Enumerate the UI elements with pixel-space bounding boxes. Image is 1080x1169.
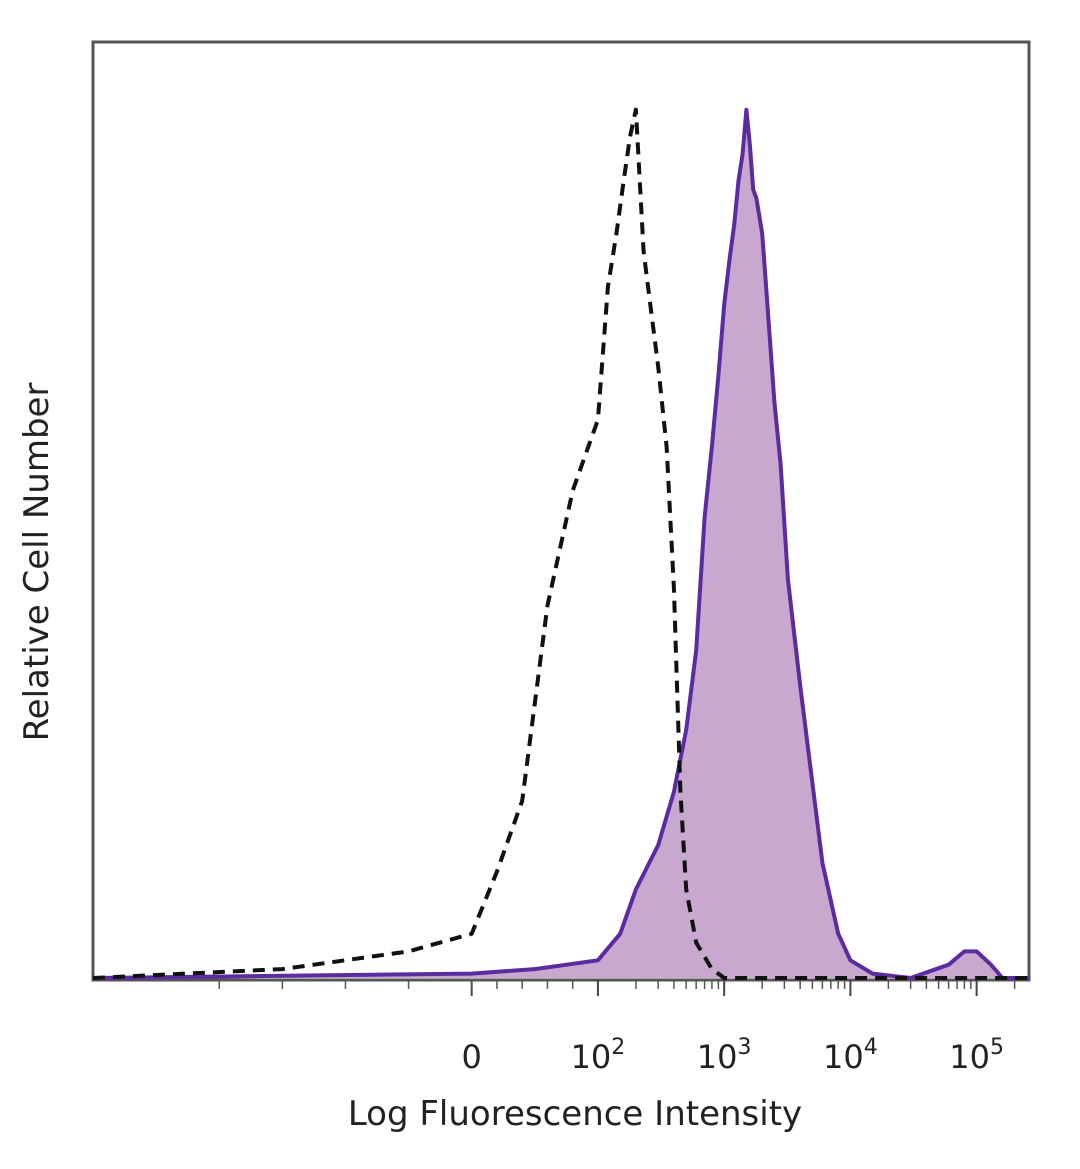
- stained-histogram-outline: [92, 107, 1029, 980]
- x-tick-label: 103: [697, 1035, 752, 1076]
- y-axis-title: Relative Cell Number: [17, 383, 57, 742]
- control-histogram-outline: [92, 107, 1029, 980]
- x-axis-title: Log Fluorescence Intensity: [348, 1094, 802, 1134]
- x-tick-label: 104: [823, 1035, 878, 1076]
- x-axis: 0 102 103 104 105: [218, 980, 1016, 1076]
- plot-frame: [91, 40, 1031, 982]
- x-tick-label: 102: [571, 1035, 626, 1076]
- x-tick-label: 105: [949, 1035, 1004, 1076]
- x-tick-label: 0: [462, 1038, 482, 1076]
- stained-histogram-fill: [93, 109, 1029, 978]
- series-layer: [92, 107, 1029, 980]
